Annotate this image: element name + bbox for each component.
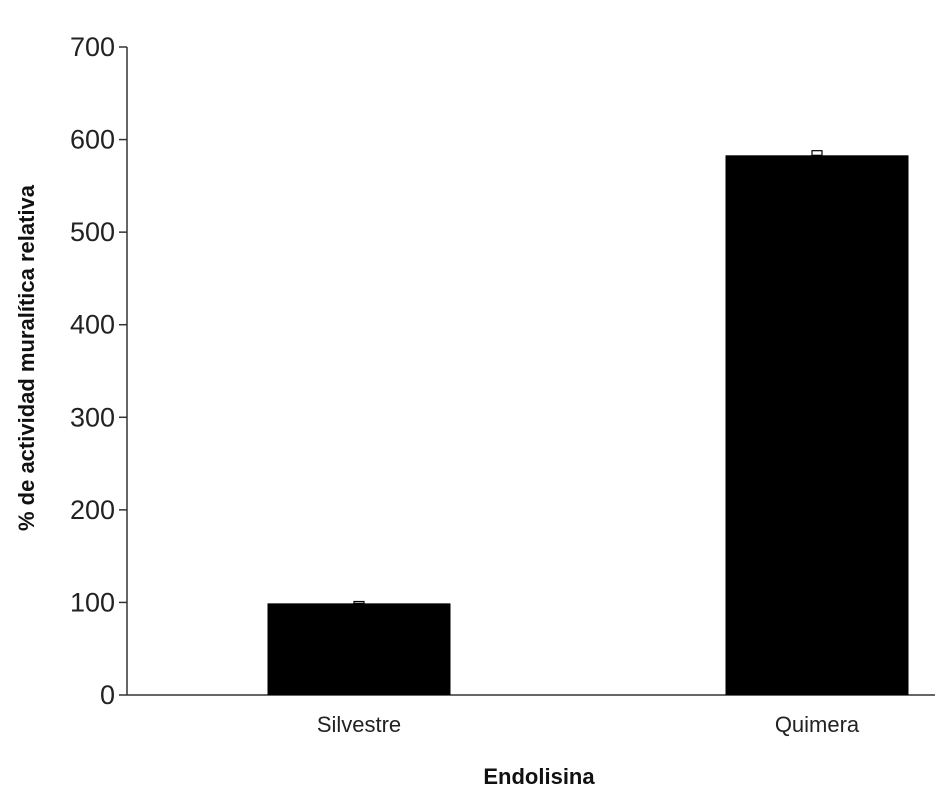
x-tick-label-quimera: Quimera: [775, 712, 860, 737]
x-tick-label-silvestre: Silvestre: [317, 712, 401, 737]
x-tick-labels: Silvestre Quimera: [317, 712, 860, 737]
y-tick-label: 0: [100, 680, 115, 710]
y-tick-label: 600: [70, 125, 115, 155]
y-tick-label: 300: [70, 402, 115, 432]
y-tick-label: 500: [70, 217, 115, 247]
bars: [267, 150, 909, 695]
bar-quimera: [725, 155, 909, 695]
error-bar: [353, 600, 365, 604]
y-tick-label: 100: [70, 587, 115, 617]
x-axis-title: Endolisina: [483, 764, 595, 789]
error-bar: [811, 150, 823, 156]
y-axis-title: % de actividad muralítica relativa: [14, 184, 39, 531]
y-tick-label: 200: [70, 495, 115, 525]
y-tick-label: 700: [70, 32, 115, 62]
y-tick-label: 400: [70, 310, 115, 340]
y-ticks: 0 100 200 300 400 500 600 700: [70, 32, 127, 710]
bar-silvestre: [267, 603, 451, 695]
